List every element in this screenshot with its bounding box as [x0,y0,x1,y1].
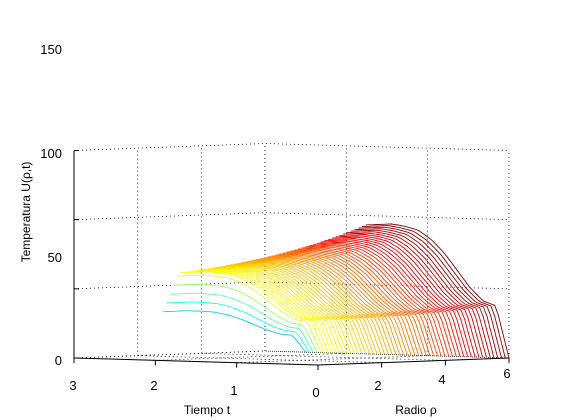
gridline-z-150 [73,143,510,151]
mesh-curve-16 [305,245,450,357]
mesh-curve-27 [264,256,408,356]
mesh-curve-6 [343,232,487,358]
mesh-curve-51 [173,283,318,353]
gridline-z-100 [73,212,510,221]
mesh-curve-5 [346,231,491,358]
mesh-curve-33 [241,261,386,355]
mesh-curve-52 [169,292,314,353]
mesh-curve-37 [226,264,371,355]
mesh-curve-14 [312,243,457,357]
gridline-rho-floor-6 [264,350,510,359]
mesh-curve-3 [354,228,499,358]
mesh-curve-45 [196,269,341,354]
mesh-curve-13 [316,241,461,357]
radius-tick-2: 2 [374,378,381,393]
mesh-curve-24 [275,253,420,356]
radius-tick-4: 4 [438,372,445,387]
mesh-curve-44 [200,268,344,354]
mesh-curve-26 [267,255,412,356]
z-tick-50: 50 [48,250,62,265]
mesh-curve-31 [248,259,393,355]
mesh-layer [162,223,510,359]
mesh-curve-17 [301,246,446,357]
mesh-curve-11 [324,239,469,357]
mesh-curve-41 [211,266,356,354]
mesh-curve-1 [361,225,506,359]
radius-axis-label: Radio ρ [395,403,437,417]
z-tick-labels: 0 50 100 150 [40,42,62,368]
z-tick-0: 0 [55,353,62,368]
mesh-curve-39 [218,265,363,354]
mesh-curve-29 [256,258,401,356]
mesh-curve-20 [290,249,435,356]
z-tick-150: 150 [40,42,62,57]
mesh-curve-30 [252,258,397,355]
mesh-curve-50 [177,274,322,353]
gridline-rho-floor-2 [137,355,382,364]
mesh-curve-25 [271,254,416,356]
mesh-curve-23 [279,252,423,356]
radius-tick-6: 6 [503,366,510,381]
mesh-curve-36 [230,263,374,355]
time-tick-3: 3 [69,378,76,393]
mesh-curve-32 [245,260,389,355]
radius-axis-line [317,357,510,366]
mesh-curve-40 [215,266,359,354]
radius-tick-labels: 2 4 6 [374,366,510,393]
mesh-curve-2 [358,226,502,358]
mesh-curve-53 [166,301,310,353]
mesh-curve-7 [339,234,484,358]
mesh-curve-35 [233,262,378,355]
mesh-curve-34 [237,262,382,355]
mesh-curve-9 [331,236,476,358]
mesh-curve-22 [282,251,427,356]
time-tick-2: 2 [150,378,157,393]
gridline-t-floor-2 [155,352,347,361]
mesh-curve-4 [350,229,495,358]
mesh-curve-18 [297,247,442,357]
time-axis-line [73,357,319,366]
gridline-rho-floor-4 [201,352,446,361]
time-tick-1: 1 [230,383,237,398]
mesh-curve-8 [335,235,480,358]
mesh-curve-19 [294,248,438,357]
time-tick-0: 0 [312,385,319,400]
mesh-curve-54 [162,310,307,353]
mesh-curve-38 [222,264,367,355]
mesh-curve-42 [207,267,352,354]
time-axis-label: Tiempo t [184,403,231,417]
time-tick-labels: 3 2 1 0 [69,378,319,400]
mesh-curve-15 [309,244,453,357]
mesh-curve-21 [286,250,431,356]
axes-layer [73,150,510,370]
z-tick-100: 100 [40,146,62,161]
mesh-curve-10 [328,238,472,358]
temperature-axis-label: Temperatura U(ρ,t) [19,162,33,263]
mesh-curve-28 [260,257,405,356]
mesh-curve-0 [365,223,510,359]
mesh-curve-46 [192,269,337,354]
mesh-curve-43 [203,268,348,354]
mesh-curve-12 [320,240,465,357]
